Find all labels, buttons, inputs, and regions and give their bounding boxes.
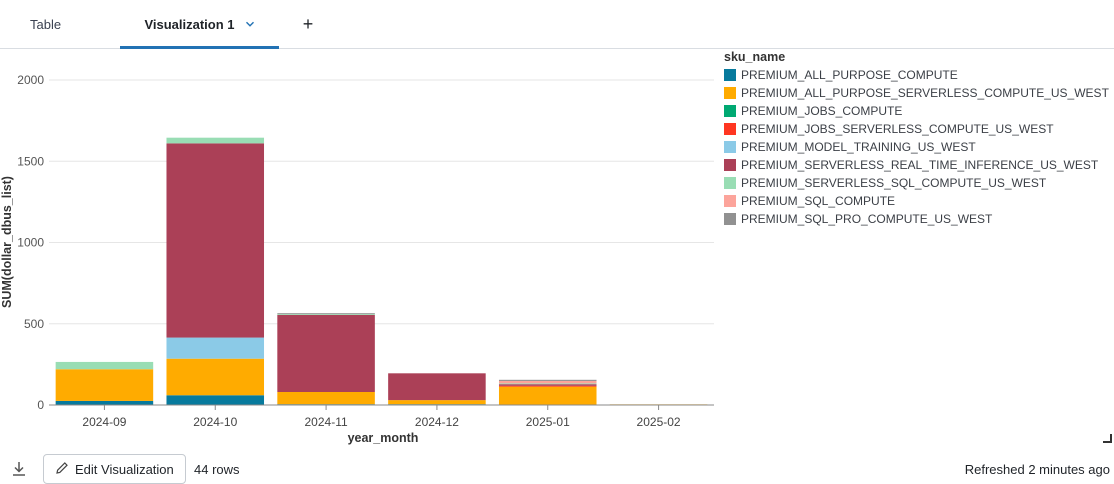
- legend-item[interactable]: PREMIUM_ALL_PURPOSE_COMPUTE: [724, 66, 1109, 84]
- y-tick-label: 1500: [17, 154, 44, 168]
- legend-item[interactable]: PREMIUM_SQL_PRO_COMPUTE_US_WEST: [724, 210, 1109, 228]
- tab-visualization-1[interactable]: Visualization 1: [120, 0, 279, 49]
- bar-segment[interactable]: [498, 380, 597, 384]
- bar-segment[interactable]: [498, 386, 597, 405]
- bar-segment[interactable]: [498, 384, 597, 386]
- legend-swatch: [724, 177, 736, 189]
- legend-label: PREMIUM_ALL_PURPOSE_SERVERLESS_COMPUTE_U…: [741, 86, 1109, 100]
- legend-swatch: [724, 123, 736, 135]
- grid-lines: [49, 79, 714, 325]
- legend-item[interactable]: PREMIUM_SERVERLESS_REAL_TIME_INFERENCE_U…: [724, 156, 1109, 174]
- y-axis-title: SUM(dollar_dbus_list): [0, 176, 14, 308]
- x-tick-label: 2025-02: [637, 415, 681, 429]
- pencil-icon: [55, 461, 69, 478]
- legend-swatch: [724, 141, 736, 153]
- legend-item[interactable]: PREMIUM_ALL_PURPOSE_SERVERLESS_COMPUTE_U…: [724, 84, 1109, 102]
- bar-segment[interactable]: [55, 361, 154, 370]
- bar-segment[interactable]: [388, 400, 486, 405]
- legend-item[interactable]: PREMIUM_SERVERLESS_SQL_COMPUTE_US_WEST: [724, 174, 1109, 192]
- bar-segment[interactable]: [55, 400, 154, 405]
- download-icon[interactable]: [10, 460, 28, 478]
- footer: Edit Visualization 44 rows Refreshed 2 m…: [0, 454, 1114, 484]
- chart-legend: sku_name PREMIUM_ALL_PURPOSE_COMPUTE PREM…: [724, 50, 1109, 228]
- y-tick-label: 2000: [17, 73, 44, 87]
- y-axis-ticks: 0 500 1000 1500 2000: [17, 73, 44, 412]
- edit-visualization-label: Edit Visualization: [75, 461, 174, 477]
- tab-table[interactable]: Table: [30, 16, 62, 32]
- legend-label: PREMIUM_SQL_PRO_COMPUTE_US_WEST: [741, 212, 993, 226]
- row-count: 44 rows: [194, 462, 240, 477]
- legend-item[interactable]: PREMIUM_JOBS_COMPUTE: [724, 102, 1109, 120]
- bar-segment[interactable]: [388, 373, 486, 401]
- legend-label: PREMIUM_SQL_COMPUTE: [741, 194, 896, 208]
- legend-swatch: [724, 159, 736, 171]
- x-axis-title: year_month: [348, 431, 419, 445]
- bar-segment[interactable]: [277, 314, 375, 315]
- edit-visualization-button[interactable]: Edit Visualization: [43, 454, 186, 484]
- x-tick-label: 2024-09: [82, 415, 126, 429]
- resize-handle-icon[interactable]: [1103, 434, 1112, 443]
- x-tick-label: 2024-12: [415, 415, 459, 429]
- bar-segment[interactable]: [166, 358, 265, 396]
- x-tick-label: 2024-10: [193, 415, 237, 429]
- bar-segment[interactable]: [498, 379, 597, 381]
- legend-item[interactable]: PREMIUM_MODEL_TRAINING_US_WEST: [724, 138, 1109, 156]
- bar-segment[interactable]: [498, 383, 597, 385]
- refresh-status: Refreshed 2 minutes ago: [964, 462, 1110, 477]
- legend-swatch: [724, 195, 736, 207]
- bar-segment[interactable]: [55, 369, 154, 401]
- bars: [55, 137, 708, 406]
- legend-item[interactable]: PREMIUM_JOBS_SERVERLESS_COMPUTE_US_WEST: [724, 120, 1109, 138]
- legend-swatch: [724, 69, 736, 81]
- legend-label: PREMIUM_MODEL_TRAINING_US_WEST: [741, 140, 976, 154]
- bar-segment[interactable]: [166, 143, 265, 338]
- x-tick-label: 2024-11: [305, 415, 348, 429]
- x-axis-ticks: 2024-09 2024-10 2024-11 2024-12 2025-01 2025-…: [82, 405, 681, 429]
- legend-swatch: [724, 105, 736, 117]
- add-tab-button[interactable]: +: [297, 0, 319, 48]
- chevron-down-icon[interactable]: [245, 19, 255, 29]
- y-tick-label: 0: [37, 398, 44, 412]
- legend-label: PREMIUM_SERVERLESS_REAL_TIME_INFERENCE_U…: [741, 158, 1099, 172]
- bar-segment[interactable]: [277, 314, 375, 392]
- bar-segment[interactable]: [277, 313, 375, 314]
- legend-label: PREMIUM_JOBS_COMPUTE: [741, 104, 903, 118]
- bar-segment[interactable]: [166, 395, 265, 405]
- legend-swatch: [724, 213, 736, 225]
- bar-segment[interactable]: [277, 392, 375, 405]
- bar-segment[interactable]: [498, 385, 597, 387]
- legend-item[interactable]: PREMIUM_SQL_COMPUTE: [724, 192, 1109, 210]
- legend-swatch: [724, 87, 736, 99]
- bar-segment[interactable]: [166, 137, 265, 144]
- x-tick-label: 2025-01: [526, 415, 570, 429]
- tab-bar: Table Visualization 1 +: [0, 0, 1114, 49]
- legend-label: PREMIUM_JOBS_SERVERLESS_COMPUTE_US_WEST: [741, 122, 1054, 136]
- legend-label: PREMIUM_SERVERLESS_SQL_COMPUTE_US_WEST: [741, 176, 1047, 190]
- y-tick-label: 1000: [17, 236, 44, 250]
- y-tick-label: 500: [24, 317, 44, 331]
- bar-segment[interactable]: [166, 337, 265, 359]
- tab-visualization-1-label: Visualization 1: [144, 16, 235, 32]
- legend-label: PREMIUM_ALL_PURPOSE_COMPUTE: [741, 68, 958, 82]
- plus-icon: +: [302, 13, 314, 34]
- legend-title: sku_name: [724, 50, 786, 64]
